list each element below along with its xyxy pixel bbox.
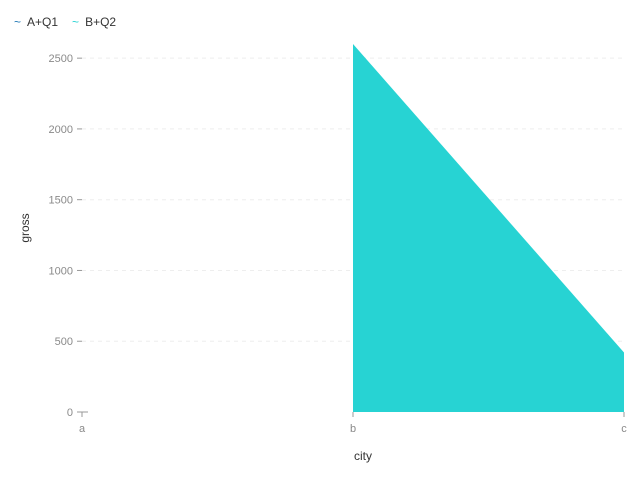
x-ticks: a b c xyxy=(79,412,627,435)
y-axis-title: gross xyxy=(18,213,32,242)
x-tick-label-b: b xyxy=(350,423,356,435)
legend-swatch-a-q1: ~ xyxy=(14,15,22,29)
y-ticks: 0 500 1000 1500 2000 2500 xyxy=(49,53,82,419)
x-tick-label-a: a xyxy=(79,423,86,435)
legend-swatch-b-q2: ~ xyxy=(72,15,80,29)
legend-item-a-q1[interactable]: ~ A+Q1 xyxy=(14,15,58,29)
y-tick-label-1500: 1500 xyxy=(49,195,73,207)
y-tick-label-500: 500 xyxy=(55,336,73,348)
y-tick-label-2500: 2500 xyxy=(49,53,73,65)
area-series-1[interactable] xyxy=(353,44,624,412)
series-areas xyxy=(353,44,624,412)
legend-item-b-q2[interactable]: ~ B+Q2 xyxy=(72,15,116,29)
legend-label-a-q1: A+Q1 xyxy=(27,15,59,29)
y-tick-label-1000: 1000 xyxy=(49,265,73,277)
x-tick-label-c: c xyxy=(621,423,627,435)
x-axis-title: city xyxy=(354,449,372,463)
y-tick-label-2000: 2000 xyxy=(49,124,73,136)
legend: ~ A+Q1 ~ B+Q2 xyxy=(14,15,116,29)
y-tick-label-0: 0 xyxy=(67,407,73,419)
legend-label-b-q2: B+Q2 xyxy=(85,15,117,29)
